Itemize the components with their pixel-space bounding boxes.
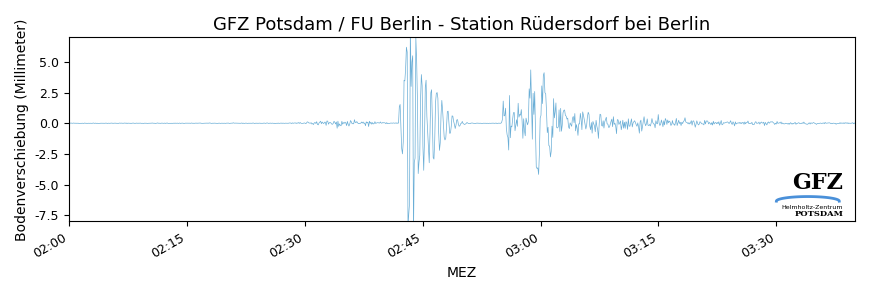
X-axis label: MEZ: MEZ [447, 266, 476, 280]
Text: POTSDAM: POTSDAM [793, 210, 842, 218]
Text: Helmholtz-Zentrum: Helmholtz-Zentrum [781, 205, 842, 210]
Title: GFZ Potsdam / FU Berlin - Station Rüdersdorf bei Berlin: GFZ Potsdam / FU Berlin - Station Rüders… [213, 15, 710, 33]
Text: GFZ: GFZ [792, 172, 842, 194]
Y-axis label: Bodenverschiebung (Millimeter): Bodenverschiebung (Millimeter) [15, 18, 29, 240]
